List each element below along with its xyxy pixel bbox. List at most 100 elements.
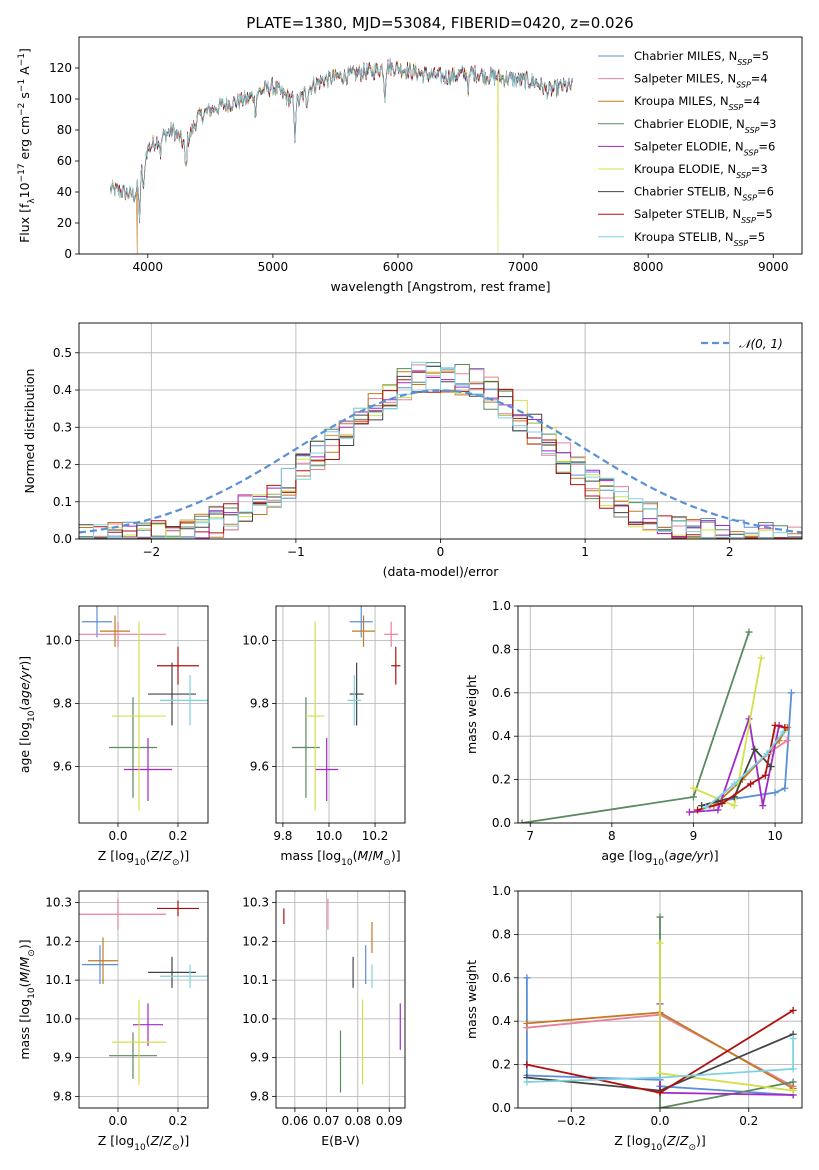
weight-marker <box>771 721 779 729</box>
x-tick-label: 8000 <box>633 260 664 274</box>
errorbar-point-kroupa-miles <box>88 937 118 984</box>
x-axis-label: age [log10(age/yr)] <box>601 848 718 868</box>
y-tick-label: 10.2 <box>45 934 72 948</box>
y-tick-label: 10.0 <box>45 1012 72 1026</box>
x-tick-label: 10 <box>767 829 782 843</box>
y-tick-label: 0.8 <box>492 642 511 656</box>
weight-marker <box>523 974 531 982</box>
errorbar-point-kroupa-elodie <box>112 621 166 811</box>
weight-marker <box>751 745 759 753</box>
residual-histogram-kroupa-stelib <box>79 361 802 539</box>
y-axis-label: mass weight <box>464 960 479 1039</box>
panel-weight_vs_Z: −0.2 0.0 0.2 0.0 0.2 0.4 0.6 0.8 1.0 Z [log10(Z/Z… <box>464 884 803 1153</box>
y-tick-label: 0 <box>64 247 72 261</box>
weight-marker <box>523 1019 531 1027</box>
x-tick-label: 7 <box>526 829 534 843</box>
legend-label: Salpeter ELODIE, NSSP=6 <box>634 139 775 157</box>
errorbar-point-chabrier-stelib <box>148 956 196 988</box>
errorbar-point-salpeter-miles <box>79 898 166 930</box>
x-tick-label: 0 <box>437 545 445 559</box>
y-tick-label: 20 <box>57 216 72 230</box>
y-tick-label: 9.9 <box>250 1051 269 1065</box>
y-axis-label: Normed distribution <box>22 369 37 494</box>
x-tick-label: 0.2 <box>168 1114 187 1128</box>
plot-area <box>79 898 208 1085</box>
y-tick-label: 9.8 <box>53 1089 72 1103</box>
errorbar-point-kroupa-stelib <box>347 675 362 726</box>
panel-mass_vs_Z: 0.0 0.2 9.8 9.9 10.0 10.1 10.2 10.3 Z [log10(Z/Z… <box>17 890 209 1153</box>
y-tick-label: 100 <box>49 92 72 106</box>
weight-series-kroupa-elodie <box>689 654 765 810</box>
y-tick-label: 40 <box>57 185 72 199</box>
weight-line <box>705 731 784 809</box>
plot-area <box>79 606 208 811</box>
weight-marker <box>656 1104 664 1108</box>
x-tick-label: 0.07 <box>313 1114 340 1128</box>
y-axis-label: mass [log10(M/M⊙)] <box>17 939 37 1059</box>
errorbar-point-salpeter-stelib <box>157 646 199 685</box>
plot-area <box>79 361 802 539</box>
x-axis-label: Z [log10(Z/Z⊙)] <box>614 1133 706 1153</box>
legend-label: Chabrier ELODIE, NSSP=3 <box>634 117 776 135</box>
weight-marker <box>789 1035 797 1043</box>
x-tick-label: 9 <box>690 829 698 843</box>
x-tick-label: 4000 <box>133 260 164 274</box>
plot-area <box>110 58 573 254</box>
weight-marker <box>730 780 738 788</box>
weight-marker <box>787 689 795 697</box>
axes-frame <box>517 605 803 824</box>
plot-area <box>292 606 401 811</box>
y-tick-label: 0.6 <box>492 971 511 985</box>
legend-label: Chabrier STELIB, NSSP=6 <box>634 185 774 203</box>
legend-label-normal: 𝒩(0, 1) <box>739 337 783 351</box>
x-tick-label: 6000 <box>383 260 414 274</box>
x-tick-label: 0.06 <box>282 1114 309 1128</box>
weight-marker <box>789 1065 797 1073</box>
y-tick-label: 9.8 <box>250 1089 269 1103</box>
axes-frame <box>78 605 209 824</box>
x-tick-label: 0.0 <box>650 1114 669 1128</box>
errorbar-point-kroupa-elodie <box>305 621 325 811</box>
spectrum-line-kroupa-stelib <box>110 58 573 223</box>
y-tick-label: 10.0 <box>242 1012 269 1026</box>
panel-spectrum: 4000 5000 6000 7000 8000 9000 0 20 40 60 80 100 120 w… <box>17 36 803 294</box>
weight-marker <box>767 763 775 771</box>
x-tick-label: 7000 <box>508 260 539 274</box>
x-tick-label: 0.09 <box>376 1114 403 1128</box>
y-tick-label: 9.6 <box>53 759 72 773</box>
weight-marker <box>698 802 706 810</box>
y-tick-label: 9.6 <box>250 759 269 773</box>
legend-label: Kroupa STELIB, NSSP=5 <box>634 230 765 248</box>
y-tick-label: 10.0 <box>242 634 269 648</box>
y-tick-label: 0.1 <box>53 495 72 509</box>
errorbar-point-salpeter-elodie <box>315 738 339 801</box>
legend-label: Salpeter STELIB, NSSP=5 <box>634 207 773 225</box>
weight-marker <box>523 1078 531 1086</box>
y-tick-label: 1.0 <box>492 599 511 613</box>
y-tick-label: 0.3 <box>53 420 72 434</box>
weight-marker <box>714 797 722 805</box>
y-tick-label: 10.3 <box>45 896 72 910</box>
weight-marker <box>689 793 697 801</box>
axes-frame <box>78 36 803 255</box>
weight-series-kroupa-stelib <box>702 728 787 812</box>
weight-marker <box>656 1089 664 1097</box>
errorbar-point-salpeter-stelib <box>157 900 199 917</box>
weight-marker <box>656 913 664 921</box>
weight-marker <box>656 939 664 947</box>
errorbar-point-chabrier-stelib <box>349 662 364 726</box>
x-axis-label: E(B-V) <box>321 1133 360 1148</box>
x-axis-label: mass [log10(M/M⊙)] <box>280 848 400 868</box>
y-tick-label: 0.8 <box>492 927 511 941</box>
weight-marker <box>763 750 771 758</box>
weight-series-chabrier-elodie <box>518 628 753 823</box>
y-tick-label: 10.2 <box>242 934 269 948</box>
x-tick-label: −1 <box>287 545 305 559</box>
weight-marker <box>789 1006 797 1014</box>
panel-age_vs_Z: 0.0 0.2 9.6 9.8 10.0 Z [log10(Z/Z⊙)] age [log1… <box>17 605 209 868</box>
weight-marker <box>685 808 693 816</box>
x-axis-label: Z [log10(Z/Z⊙)] <box>98 1133 190 1153</box>
weight-marker <box>757 654 765 662</box>
errorbar-point-kroupa-miles <box>352 615 376 647</box>
weight-series-salpeter-stelib <box>523 1006 797 1097</box>
